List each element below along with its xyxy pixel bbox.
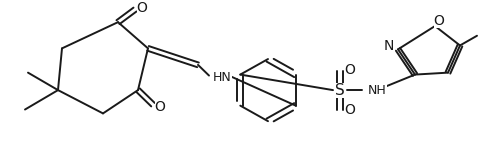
Text: O: O: [344, 104, 355, 117]
Text: O: O: [344, 63, 355, 77]
Text: N: N: [383, 39, 394, 53]
Text: HN: HN: [213, 71, 231, 84]
Text: O: O: [154, 100, 165, 114]
Text: NH: NH: [367, 84, 386, 97]
Text: S: S: [335, 83, 344, 98]
Text: O: O: [136, 1, 147, 15]
Text: O: O: [432, 14, 444, 28]
